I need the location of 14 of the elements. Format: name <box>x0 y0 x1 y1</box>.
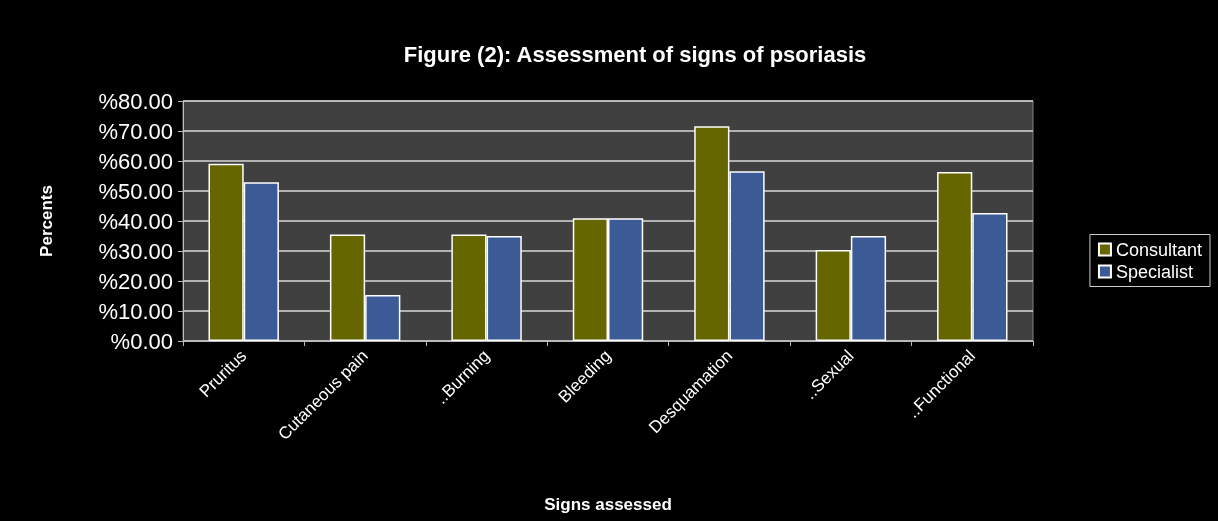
y-tick-label: %0.00 <box>110 328 173 354</box>
y-tick-label: %80.00 <box>98 88 173 114</box>
y-tick-label: %70.00 <box>98 118 173 144</box>
y-tick-label: %20.00 <box>98 268 173 294</box>
legend-label: Consultant <box>1115 239 1203 260</box>
y-tick-label: %40.00 <box>98 208 173 234</box>
y-tick-label: %30.00 <box>98 238 173 264</box>
y-axis-title: Percents <box>37 185 56 257</box>
legend-label: Specialist <box>1115 261 1193 282</box>
y-tick-label: %60.00 <box>98 148 173 174</box>
y-tick-label: %50.00 <box>98 178 173 204</box>
chart-title: Figure (2): Assessment of signs of psoriasis <box>403 41 867 67</box>
x-axis-title: Signs assessed <box>544 495 672 514</box>
y-tick-label: %10.00 <box>98 298 173 324</box>
